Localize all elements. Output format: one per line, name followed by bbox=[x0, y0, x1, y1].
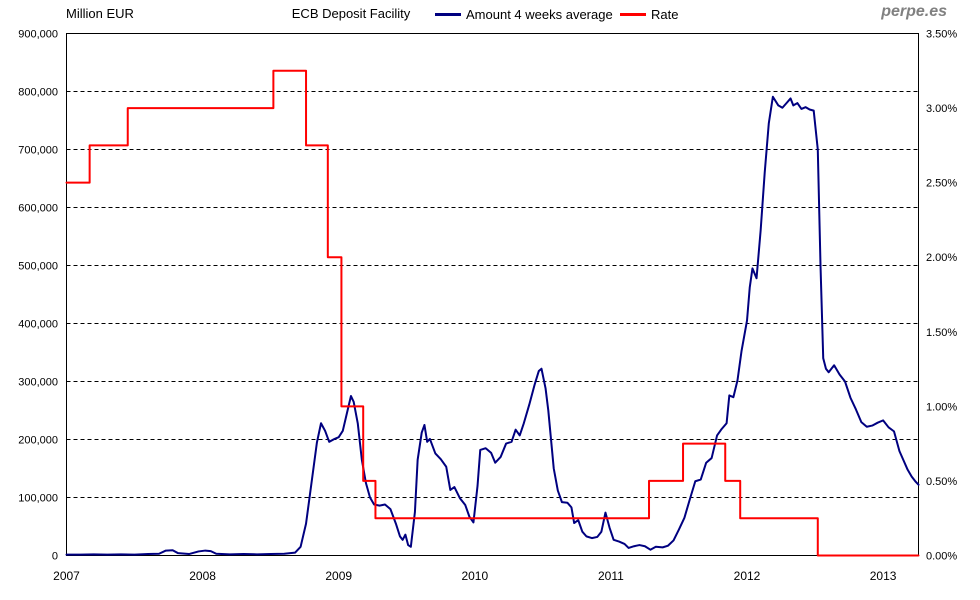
y-right-tick-label: 3.00% bbox=[926, 103, 957, 115]
y-left-tick-label: 500,000 bbox=[18, 261, 58, 273]
y-right-tick-label: 0.50% bbox=[926, 476, 957, 488]
series-line-amount bbox=[65, 95, 920, 556]
legend-item-rate: Rate bbox=[620, 6, 678, 22]
x-axis-tick-label: 2009 bbox=[325, 569, 352, 583]
chart-title: ECB Deposit Facility bbox=[291, 6, 411, 21]
x-axis-tick-label: 2010 bbox=[461, 569, 488, 583]
y-left-tick-label: 200,000 bbox=[18, 435, 58, 447]
watermark-perpe: perpe.es bbox=[881, 3, 947, 20]
x-axis-tick-label: 2013 bbox=[870, 569, 897, 583]
x-axis-tick-label: 2008 bbox=[189, 569, 216, 583]
legend-label-amount: Amount 4 weeks average bbox=[466, 6, 613, 22]
series-line-rate bbox=[65, 69, 920, 557]
y-left-tick-label: 800,000 bbox=[18, 87, 58, 99]
amount-line-swatch-icon bbox=[435, 12, 461, 16]
y-right-tick-label: 1.50% bbox=[926, 327, 957, 339]
x-axis-tick-label: 2011 bbox=[598, 569, 624, 583]
y-axis-unit-label: Million EUR bbox=[66, 6, 134, 21]
y-left-tick-label: 600,000 bbox=[18, 203, 58, 215]
y-left-tick-label: 400,000 bbox=[18, 319, 58, 331]
y-right-tick-label: 1.00% bbox=[926, 401, 957, 413]
rate-line-swatch-icon bbox=[620, 12, 646, 16]
legend-label-rate: Rate bbox=[651, 6, 679, 22]
y-left-tick-label: 700,000 bbox=[18, 145, 58, 157]
plot-border bbox=[66, 33, 919, 556]
y-right-tick-label: 2.00% bbox=[926, 252, 957, 264]
y-left-tick-label: 0 bbox=[52, 551, 58, 563]
y-right-tick-label: 3.50% bbox=[926, 29, 957, 41]
y-left-tick-label: 100,000 bbox=[18, 493, 58, 505]
legend-item-amount: Amount 4 weeks average bbox=[435, 6, 613, 22]
x-axis-tick-label: 2012 bbox=[734, 569, 761, 583]
y-right-tick-label: 0.00% bbox=[926, 551, 957, 563]
y-right-tick-label: 2.50% bbox=[926, 178, 957, 190]
x-axis-tick-label: 2007 bbox=[53, 569, 80, 583]
y-left-tick-label: 300,000 bbox=[18, 377, 58, 389]
y-left-tick-label: 900,000 bbox=[18, 29, 58, 41]
